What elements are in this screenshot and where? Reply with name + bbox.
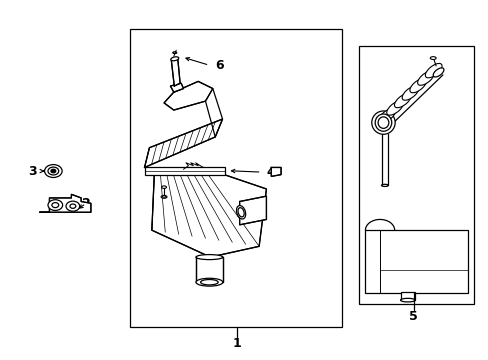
Ellipse shape bbox=[161, 186, 166, 188]
Ellipse shape bbox=[401, 86, 418, 100]
Text: 6: 6 bbox=[215, 59, 224, 72]
Ellipse shape bbox=[432, 68, 443, 77]
Ellipse shape bbox=[425, 63, 441, 78]
Text: 4: 4 bbox=[266, 166, 275, 179]
Circle shape bbox=[48, 167, 59, 175]
Polygon shape bbox=[171, 58, 180, 86]
Ellipse shape bbox=[381, 184, 387, 186]
Text: 1: 1 bbox=[232, 337, 241, 350]
Bar bbox=[365, 230, 467, 293]
Ellipse shape bbox=[417, 71, 433, 85]
Ellipse shape bbox=[394, 93, 410, 108]
Ellipse shape bbox=[371, 111, 394, 134]
Bar bbox=[358, 45, 473, 304]
Polygon shape bbox=[239, 196, 266, 225]
Text: 2: 2 bbox=[81, 197, 90, 210]
Text: 3: 3 bbox=[29, 165, 37, 177]
Bar bbox=[400, 292, 414, 300]
Polygon shape bbox=[170, 83, 183, 92]
Bar bbox=[144, 167, 224, 175]
Ellipse shape bbox=[200, 279, 218, 285]
Ellipse shape bbox=[196, 278, 223, 286]
Ellipse shape bbox=[409, 78, 426, 93]
Ellipse shape bbox=[429, 57, 435, 59]
Ellipse shape bbox=[196, 255, 223, 260]
Ellipse shape bbox=[378, 108, 395, 123]
Polygon shape bbox=[40, 194, 91, 212]
Polygon shape bbox=[152, 167, 266, 257]
Circle shape bbox=[52, 203, 59, 208]
Ellipse shape bbox=[400, 298, 414, 302]
Circle shape bbox=[51, 169, 56, 173]
Polygon shape bbox=[271, 167, 281, 176]
Ellipse shape bbox=[377, 117, 388, 129]
Text: 5: 5 bbox=[408, 310, 417, 323]
Polygon shape bbox=[195, 257, 222, 282]
Ellipse shape bbox=[238, 208, 244, 217]
Polygon shape bbox=[163, 81, 212, 110]
Ellipse shape bbox=[170, 57, 179, 61]
Ellipse shape bbox=[386, 101, 403, 115]
Ellipse shape bbox=[172, 52, 176, 54]
Ellipse shape bbox=[236, 206, 245, 219]
Bar bbox=[130, 30, 341, 327]
Ellipse shape bbox=[162, 196, 165, 198]
Circle shape bbox=[70, 204, 76, 208]
Ellipse shape bbox=[374, 114, 391, 131]
Circle shape bbox=[48, 200, 62, 211]
Polygon shape bbox=[144, 119, 222, 167]
Circle shape bbox=[44, 165, 62, 177]
Ellipse shape bbox=[161, 195, 166, 198]
Circle shape bbox=[66, 201, 80, 211]
